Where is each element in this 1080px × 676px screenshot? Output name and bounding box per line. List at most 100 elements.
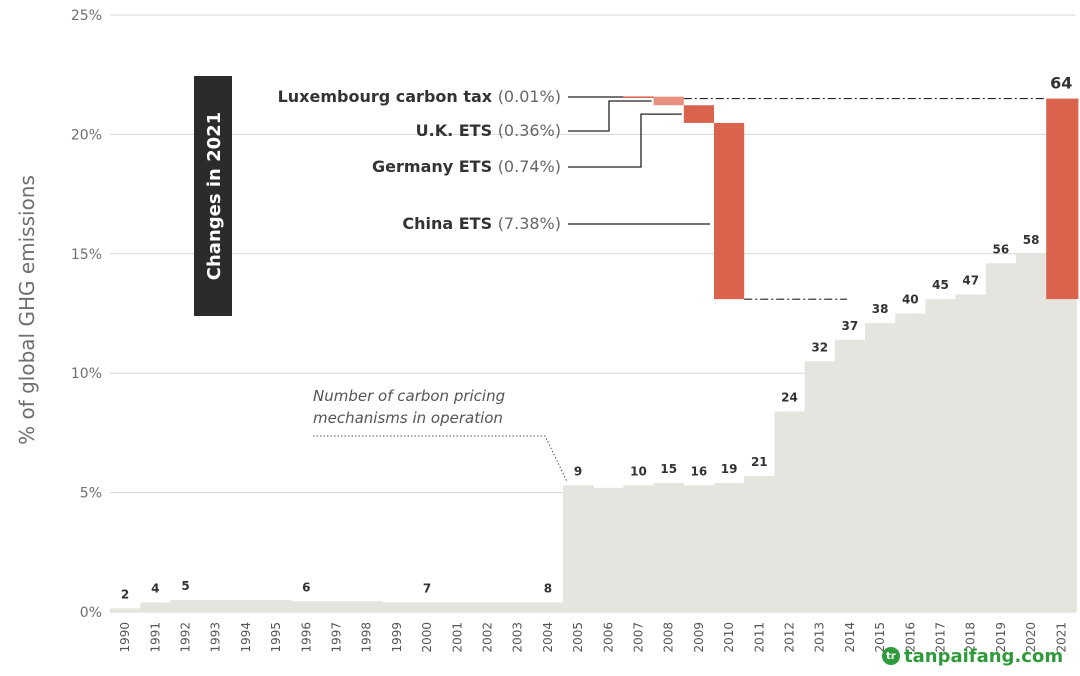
x-tick-label: 1999 bbox=[390, 622, 404, 653]
x-tick-label: 2011 bbox=[752, 622, 766, 653]
area-step-bar bbox=[291, 601, 322, 612]
count-label: 37 bbox=[842, 319, 859, 333]
count-label: 8 bbox=[544, 581, 552, 595]
x-tick-label: 2001 bbox=[450, 622, 464, 653]
change-bar bbox=[683, 105, 714, 123]
x-tick-label: 1991 bbox=[148, 622, 162, 653]
y-axis-label-text: % of global GHG emissions bbox=[15, 175, 39, 445]
area-step-bar bbox=[804, 361, 836, 612]
count-label: 64 bbox=[1050, 74, 1072, 93]
changes-label-box bbox=[194, 76, 232, 316]
x-tick-label: 2018 bbox=[964, 622, 978, 653]
area-step-bar bbox=[1046, 299, 1077, 612]
x-tick-label: 2000 bbox=[420, 622, 434, 653]
count-label: 38 bbox=[872, 302, 889, 316]
area-step-bar bbox=[200, 600, 232, 612]
area-step-bar bbox=[895, 313, 926, 612]
x-tick-label: 1992 bbox=[179, 622, 193, 653]
y-tick-label: 0% bbox=[80, 605, 102, 621]
count-label: 47 bbox=[962, 273, 979, 287]
y-tick-label: 10% bbox=[71, 366, 102, 382]
count-label: 6 bbox=[302, 580, 310, 594]
change-label-name: Germany ETS bbox=[372, 157, 498, 176]
change-label-pct: (0.36%) bbox=[498, 121, 561, 140]
leader-line bbox=[568, 113, 682, 168]
annotation-text: Number of carbon pricing bbox=[313, 387, 505, 405]
area-step-bar bbox=[502, 602, 534, 612]
area-step-bar bbox=[563, 485, 594, 612]
area-step-bar bbox=[865, 323, 896, 612]
area-step-bar bbox=[412, 602, 443, 612]
count-label: 21 bbox=[751, 455, 768, 469]
area-step-bar bbox=[110, 608, 141, 612]
count-label: 40 bbox=[902, 293, 919, 307]
changes-label-text: Changes in 2021 bbox=[204, 112, 225, 280]
area-step-bar bbox=[261, 600, 292, 612]
watermark-text: tanpaifang.com bbox=[904, 645, 1064, 667]
area-step-bar bbox=[381, 602, 413, 612]
change-bar bbox=[653, 96, 684, 106]
count-label: 16 bbox=[691, 464, 708, 478]
change-label-pct: (7.38%) bbox=[498, 214, 561, 233]
y-tick-label: 5% bbox=[80, 486, 102, 502]
x-tick-label: 2006 bbox=[601, 622, 615, 653]
area-step-bar bbox=[593, 487, 624, 612]
change-label-name: Luxembourg carbon tax bbox=[278, 87, 498, 106]
count-label: 45 bbox=[932, 278, 949, 292]
x-tick-label: 2004 bbox=[541, 622, 555, 653]
change-label-name: U.K. ETS bbox=[416, 121, 498, 140]
count-label: 4 bbox=[151, 581, 159, 595]
area-step-bar bbox=[683, 485, 715, 612]
y-tick-label: 20% bbox=[71, 127, 102, 143]
area-step-bar bbox=[744, 475, 775, 612]
area-step-bar bbox=[653, 483, 685, 612]
change-label: Germany ETS (0.74%) bbox=[372, 157, 561, 176]
x-tick-label: 1994 bbox=[239, 622, 253, 653]
area-step-bar bbox=[714, 483, 745, 612]
count-label: 2 bbox=[121, 587, 129, 601]
x-tick-label: 1996 bbox=[299, 622, 313, 653]
y-axis-label: % of global GHG emissions bbox=[15, 175, 39, 445]
count-label: 7 bbox=[423, 581, 431, 595]
change-label: China ETS (7.38%) bbox=[402, 214, 561, 233]
count-label: 5 bbox=[181, 579, 189, 593]
annotation-text: mechanisms in operation bbox=[313, 409, 503, 427]
x-tick-label: 2012 bbox=[783, 622, 797, 653]
x-tick-label: 1993 bbox=[209, 622, 223, 653]
count-label: 58 bbox=[1023, 233, 1040, 247]
area-step-bar bbox=[925, 299, 957, 612]
x-tick-label: 2005 bbox=[571, 622, 585, 653]
area-step-bar bbox=[955, 294, 987, 612]
area-step-bar bbox=[985, 263, 1017, 612]
area-step-bar bbox=[532, 602, 564, 612]
leader-line bbox=[568, 100, 652, 132]
change-label-name: China ETS bbox=[402, 214, 497, 233]
count-label: 32 bbox=[811, 340, 828, 354]
count-label: 24 bbox=[781, 390, 798, 404]
x-tick-label: 2020 bbox=[1024, 622, 1038, 653]
change-label-pct: (0.74%) bbox=[498, 157, 561, 176]
x-tick-label: 2009 bbox=[692, 622, 706, 653]
count-label: 19 bbox=[721, 462, 738, 476]
total-2021-bar bbox=[1046, 98, 1079, 300]
area-step-bar bbox=[230, 600, 262, 612]
x-tick-label: 2015 bbox=[873, 622, 887, 653]
x-tick-label: 2003 bbox=[511, 622, 525, 653]
x-tick-label: 2007 bbox=[632, 622, 646, 653]
area-step-bar bbox=[140, 602, 171, 612]
y-tick-label: 15% bbox=[71, 247, 102, 263]
area-step-bar bbox=[321, 601, 353, 612]
change-label: Luxembourg carbon tax (0.01%) bbox=[278, 87, 561, 106]
area-step-bar bbox=[442, 602, 473, 612]
count-label: 9 bbox=[574, 464, 582, 478]
area-step-bar bbox=[1016, 253, 1047, 613]
area-step-bar bbox=[170, 600, 202, 612]
area-step-bar bbox=[472, 602, 504, 612]
change-bar bbox=[623, 96, 654, 98]
x-tick-label: 1995 bbox=[269, 622, 283, 653]
area-step-bar bbox=[834, 339, 866, 612]
x-tick-label: 1998 bbox=[360, 622, 374, 653]
count-label: 56 bbox=[993, 242, 1010, 256]
x-tick-label: 2010 bbox=[722, 622, 736, 653]
watermark: tr tanpaifang.com bbox=[882, 644, 1063, 668]
